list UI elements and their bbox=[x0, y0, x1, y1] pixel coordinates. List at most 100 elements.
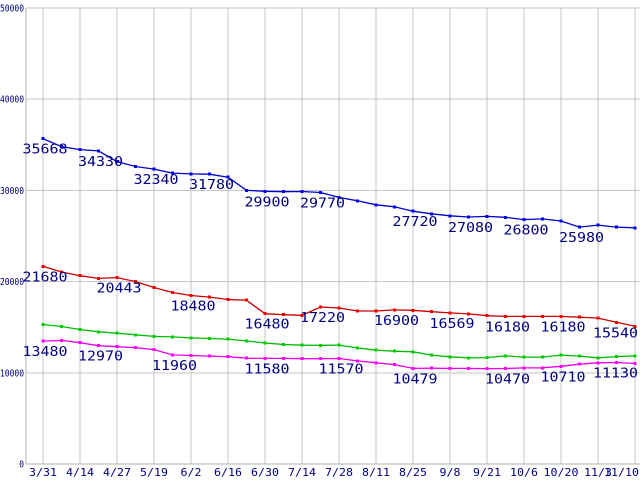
blue-series-marker bbox=[226, 175, 230, 179]
green-series-marker bbox=[115, 331, 119, 335]
y-tick-label: 20000 bbox=[0, 277, 24, 288]
red-series-value-label: 18480 bbox=[171, 299, 216, 314]
magenta-series-value-label: 10710 bbox=[541, 370, 586, 385]
x-tick-label: 11/10 bbox=[604, 466, 639, 479]
green-series-marker bbox=[541, 355, 544, 359]
blue-series-marker bbox=[134, 165, 137, 168]
magenta-series-marker bbox=[374, 361, 378, 365]
y-tick-label: 40000 bbox=[0, 95, 24, 106]
blue-series-marker bbox=[559, 219, 563, 223]
magenta-series-marker bbox=[393, 363, 396, 367]
red-series-marker bbox=[300, 313, 304, 317]
green-series-marker bbox=[171, 335, 174, 339]
green-series-marker bbox=[263, 341, 267, 345]
red-series-value-label: 17220 bbox=[300, 311, 345, 326]
magenta-series-marker bbox=[485, 367, 489, 371]
red-series-marker bbox=[485, 314, 489, 318]
magenta-series-value-label: 11960 bbox=[152, 359, 197, 374]
red-series-marker bbox=[245, 298, 248, 302]
x-tick-label: 4/27 bbox=[103, 466, 131, 479]
magenta-series-marker bbox=[115, 345, 119, 349]
blue-series-marker bbox=[430, 212, 433, 216]
red-series: 21680 20443 18480 16480 17220 16900 16569 16180… bbox=[23, 264, 638, 341]
green-series-marker bbox=[208, 337, 211, 340]
blue-series-marker bbox=[189, 172, 193, 176]
x-tick-label: 4/14 bbox=[66, 466, 94, 479]
red-series-marker bbox=[504, 314, 507, 318]
magenta-series-marker bbox=[300, 357, 304, 361]
blue-series-marker bbox=[374, 203, 378, 207]
red-series-marker bbox=[319, 305, 322, 309]
red-series-value-label: 16480 bbox=[245, 318, 290, 333]
red-series-value-label: 15540 bbox=[593, 326, 638, 341]
y-tick-label: 30000 bbox=[0, 186, 24, 197]
y-tick-label: 50000 bbox=[0, 4, 24, 15]
blue-series-value-label: 25980 bbox=[559, 231, 604, 246]
green-series-marker bbox=[300, 343, 304, 347]
blue-series-marker bbox=[467, 215, 470, 219]
red-series-marker bbox=[596, 316, 600, 320]
blue-series-marker bbox=[633, 226, 637, 230]
blue-series-marker bbox=[78, 148, 82, 152]
y-tick-label: 10000 bbox=[0, 368, 24, 379]
magenta-series-marker bbox=[356, 359, 359, 363]
red-series-marker bbox=[226, 298, 230, 301]
x-tick-label: 7/14 bbox=[288, 466, 316, 479]
red-series-marker bbox=[97, 276, 100, 280]
magenta-series-value-label: 11580 bbox=[245, 362, 290, 377]
green-series-marker bbox=[78, 328, 82, 331]
magenta-series-marker bbox=[319, 357, 322, 361]
magenta-series-marker bbox=[282, 356, 285, 360]
red-series-marker bbox=[208, 295, 211, 299]
green-series-marker bbox=[152, 334, 156, 338]
green-series bbox=[41, 323, 637, 360]
green-series-marker bbox=[41, 323, 45, 326]
red-series-marker bbox=[559, 314, 563, 318]
blue-series-marker bbox=[208, 172, 211, 176]
red-series-marker bbox=[615, 320, 618, 324]
blue-series-marker bbox=[282, 190, 285, 194]
green-series-marker bbox=[615, 355, 618, 359]
blue-series-value-label: 35668 bbox=[23, 143, 68, 158]
red-series-marker bbox=[41, 264, 45, 268]
magenta-series-marker bbox=[559, 364, 563, 368]
green-series-marker bbox=[559, 353, 563, 357]
red-series-marker bbox=[448, 311, 452, 315]
red-series-marker bbox=[356, 309, 359, 313]
blue-series-marker bbox=[245, 188, 248, 192]
blue-series-marker bbox=[485, 214, 489, 218]
magenta-series: 13480 12970 11960 11580 11570 10479 10470 10710… bbox=[23, 338, 638, 388]
green-series-marker bbox=[97, 330, 100, 334]
green-series-marker bbox=[633, 354, 637, 358]
green-series-marker bbox=[411, 350, 415, 354]
red-series-value-label: 16180 bbox=[485, 320, 530, 335]
magenta-series-value-label: 13480 bbox=[23, 345, 68, 360]
magenta-series-marker bbox=[208, 354, 211, 358]
red-series-marker bbox=[430, 310, 433, 314]
blue-series-marker bbox=[337, 195, 341, 199]
red-series-value-label: 16900 bbox=[374, 314, 419, 329]
green-series-marker bbox=[245, 339, 248, 343]
blue-series-value-label: 31780 bbox=[189, 178, 234, 193]
red-series-marker bbox=[541, 314, 544, 318]
blue-series: 35668 34330 32340 31780 29900 29770 27720 27080… bbox=[23, 137, 637, 246]
red-series-value-label: 20443 bbox=[97, 282, 142, 297]
green-series-marker bbox=[356, 346, 359, 350]
magenta-series-marker bbox=[504, 367, 507, 370]
green-series-marker bbox=[226, 337, 230, 341]
red-series-marker bbox=[393, 308, 396, 312]
blue-series-marker bbox=[300, 190, 304, 193]
green-series-marker bbox=[504, 354, 507, 358]
magenta-series-value-label: 10470 bbox=[485, 373, 530, 388]
magenta-series-marker bbox=[615, 361, 618, 364]
magenta-series-value-label: 11570 bbox=[319, 362, 364, 377]
green-series-marker bbox=[485, 356, 489, 360]
blue-series-marker bbox=[541, 217, 544, 221]
magenta-series-marker bbox=[78, 341, 82, 345]
magenta-series-marker bbox=[596, 361, 600, 365]
x-tick-label: 6/2 bbox=[181, 466, 202, 479]
green-series-marker bbox=[578, 354, 581, 358]
blue-series-value-label: 27080 bbox=[448, 221, 493, 236]
